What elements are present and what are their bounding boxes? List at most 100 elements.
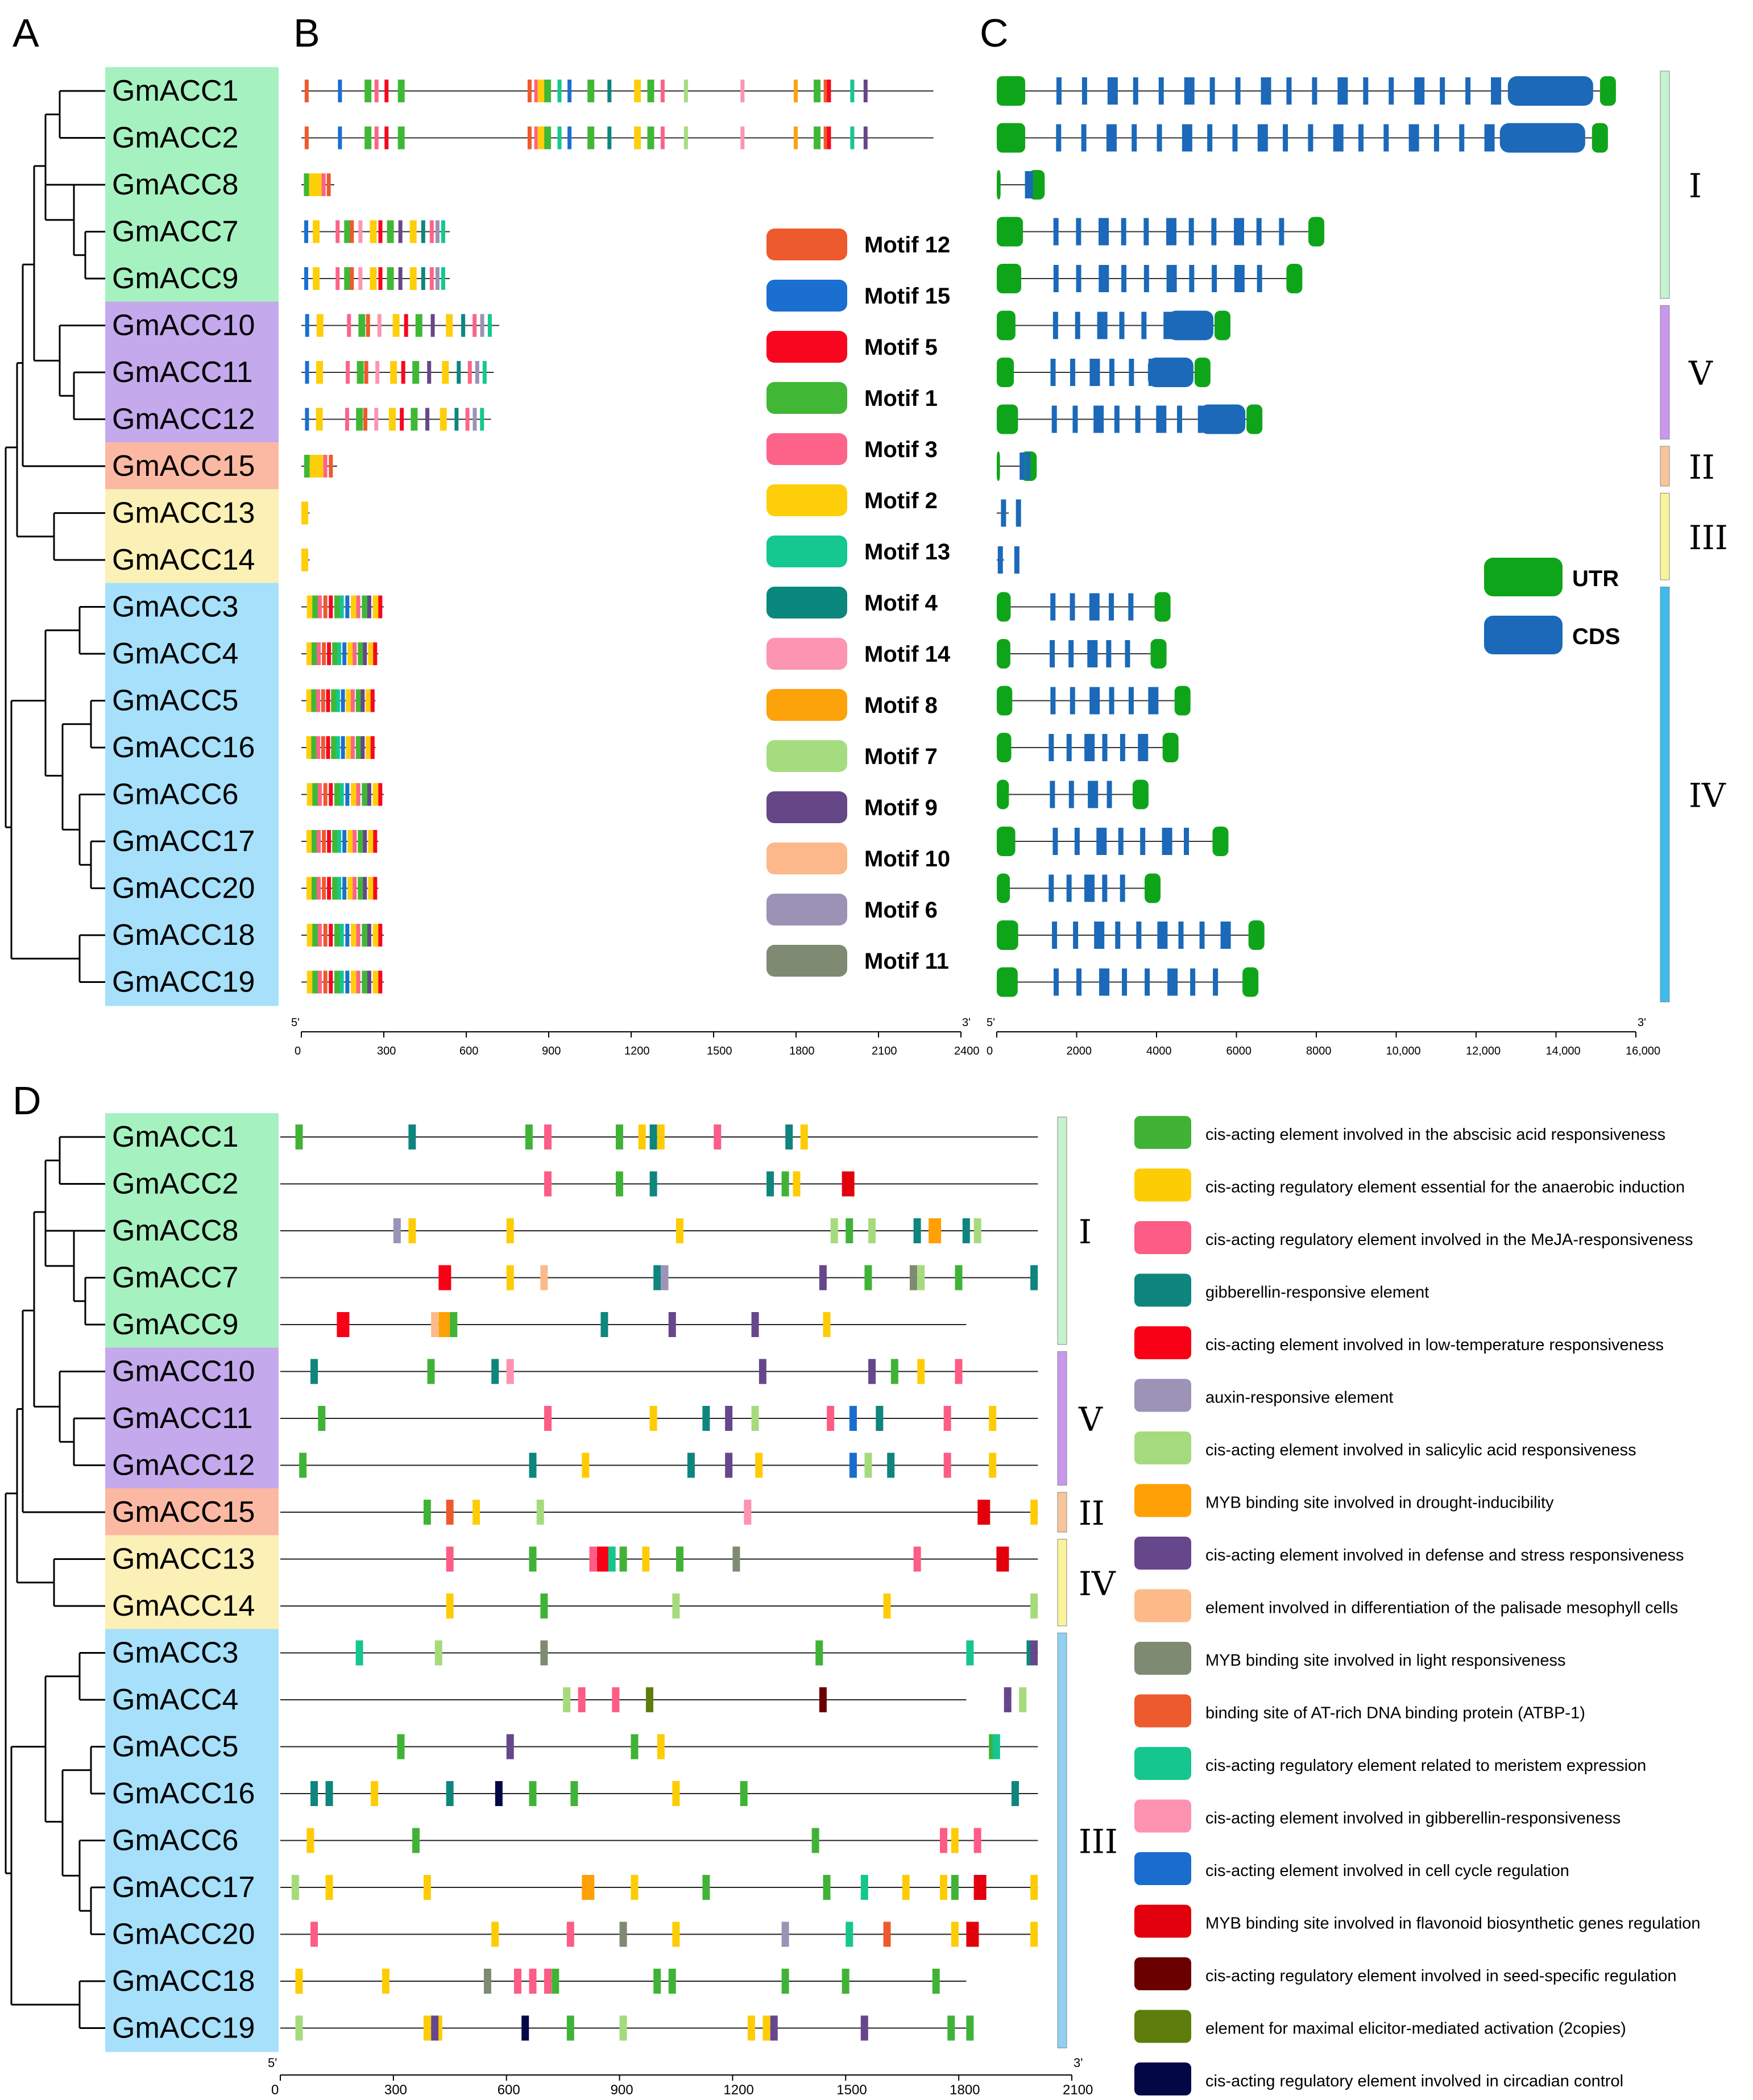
cds-block (1213, 968, 1219, 996)
cis-legend-label: cis-acting element involved in defense a… (1205, 1546, 1684, 1564)
cds-block (1433, 124, 1439, 152)
panel-letter-d: D (13, 1078, 42, 1123)
motif-mark (378, 783, 383, 806)
panel-letter-c: C (980, 11, 1009, 55)
gene-label-bg (105, 677, 279, 725)
gene-label: GmACC2 (112, 1168, 238, 1201)
cis-element-mark (631, 1875, 639, 1900)
utr-block (1194, 358, 1211, 387)
utr-block (1248, 920, 1265, 950)
motif-mark (312, 783, 320, 806)
cds-block (1106, 640, 1112, 667)
cis-element-mark (932, 1969, 940, 1994)
cis-element-mark (781, 1171, 789, 1197)
motif-mark (334, 595, 341, 619)
motif-mark (347, 830, 355, 853)
motif-mark (329, 595, 333, 619)
gene-label-bg (105, 348, 279, 396)
motif-mark (351, 970, 358, 994)
motif-mark (360, 736, 365, 759)
cds-block (1148, 687, 1159, 715)
cis-element-mark (506, 1734, 514, 1759)
cds-block (1087, 640, 1098, 667)
cis-element-mark (653, 1969, 661, 1994)
cds-block (1212, 265, 1217, 292)
cis-element-mark (529, 1546, 537, 1572)
structure-axis-label: 6000 (1226, 1045, 1252, 1057)
motif-mark (378, 924, 383, 947)
motif-mark (850, 80, 855, 102)
motif-mark (378, 595, 383, 619)
cis-element-mark (860, 2015, 868, 2041)
utr-block (1174, 686, 1191, 716)
motif-mark (480, 408, 484, 431)
motif-mark (364, 126, 372, 150)
cis-element-mark (849, 1406, 857, 1431)
cis-legend-label: cis-acting regulatory element related to… (1205, 1757, 1646, 1775)
cis-element-mark (702, 1406, 710, 1431)
motif-mark (353, 642, 357, 665)
motif-mark (301, 501, 308, 525)
motif-mark (527, 126, 532, 150)
utr-block (1308, 217, 1325, 247)
cis-element-mark (725, 1406, 733, 1431)
motif-mark (356, 408, 363, 431)
utr-block (1246, 404, 1263, 434)
cis-element-mark (570, 1781, 578, 1806)
promoter-axis-5prime: 5' (268, 2056, 277, 2070)
gene-label-bg (105, 1910, 279, 1958)
structure-legend-label: CDS (1572, 624, 1620, 649)
gene-label: GmACC9 (112, 262, 238, 295)
motif-mark (370, 267, 377, 290)
motif-mark (363, 408, 368, 431)
gene-label: GmACC5 (112, 1730, 238, 1763)
motif-mark (344, 220, 351, 243)
motif-mark (304, 267, 309, 290)
motif-legend-swatch (766, 894, 847, 926)
cis-element-mark (642, 1546, 650, 1572)
motif-mark (334, 970, 341, 994)
cds-block (1178, 922, 1184, 949)
gene-label: GmACC15 (112, 450, 255, 483)
group-bar (1057, 1492, 1067, 1533)
cis-element-mark (310, 1921, 318, 1947)
cis-element-mark (536, 1500, 544, 1525)
motif-mark (323, 783, 328, 806)
cis-element-mark (951, 1828, 959, 1853)
cis-element-mark (427, 1359, 435, 1384)
utr-block (997, 310, 1016, 341)
motif-mark (346, 361, 350, 384)
gene-label: GmACC7 (112, 215, 238, 248)
cds-block (1066, 874, 1072, 902)
motif-mark (401, 361, 405, 384)
cis-element-mark (412, 1828, 420, 1853)
motif-mark (863, 80, 868, 102)
motif-mark (374, 408, 379, 431)
group-label: II (1689, 448, 1715, 487)
gene-label: GmACC11 (112, 356, 253, 389)
cis-element-mark (612, 1687, 620, 1712)
cds-block (1076, 218, 1081, 246)
cis-element-mark (759, 1359, 766, 1384)
cis-element-mark (529, 1781, 537, 1806)
promoter-axis-label: 300 (384, 2082, 407, 2098)
cds-block (1166, 265, 1177, 292)
motif-mark (557, 80, 562, 102)
motif-mark (326, 736, 330, 759)
motif-legend-label: Motif 5 (864, 335, 938, 360)
motif-mark (347, 314, 351, 337)
cds-block (1211, 218, 1217, 246)
structure-legend-swatch (1484, 558, 1563, 596)
cis-element-mark (725, 1452, 733, 1478)
cds-block (1333, 124, 1344, 152)
cds-block (1141, 312, 1147, 339)
cis-element-mark (657, 1124, 665, 1149)
motif-mark (312, 595, 320, 619)
motif-mark (480, 314, 484, 337)
motif-mark (387, 267, 394, 290)
cis-element-mark (668, 1312, 676, 1337)
cds-block (1121, 265, 1127, 292)
motif-mark (429, 220, 434, 243)
cis-element-mark (423, 2015, 431, 2041)
cds-block (1162, 828, 1172, 855)
